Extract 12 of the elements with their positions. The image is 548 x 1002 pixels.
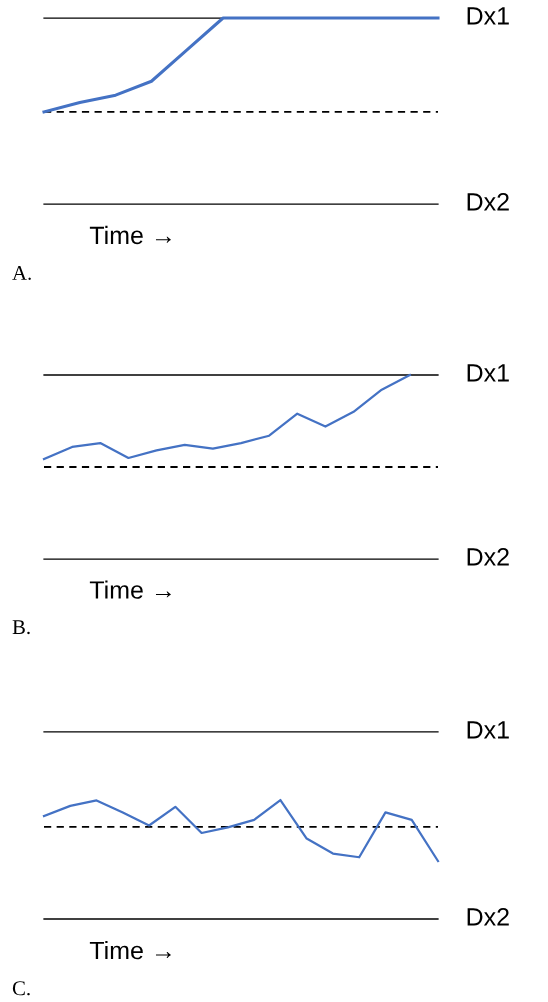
ref-line-label: Dx2 <box>467 548 509 566</box>
ref-line-label: Dx1 <box>467 7 509 25</box>
x-axis-title: Time → <box>89 941 171 960</box>
x-axis-title: Time → <box>89 580 171 599</box>
ref-line-label: Dx1 <box>467 364 509 382</box>
ref-line-label: Dx2 <box>467 193 509 211</box>
text: B. <box>12 620 30 635</box>
text: A. <box>12 265 31 280</box>
ref-line-label: Dx1 <box>467 721 509 739</box>
x-axis-title: Time → <box>89 225 171 245</box>
text: C. <box>12 981 30 996</box>
ref-line-label: Dx2 <box>467 908 509 926</box>
